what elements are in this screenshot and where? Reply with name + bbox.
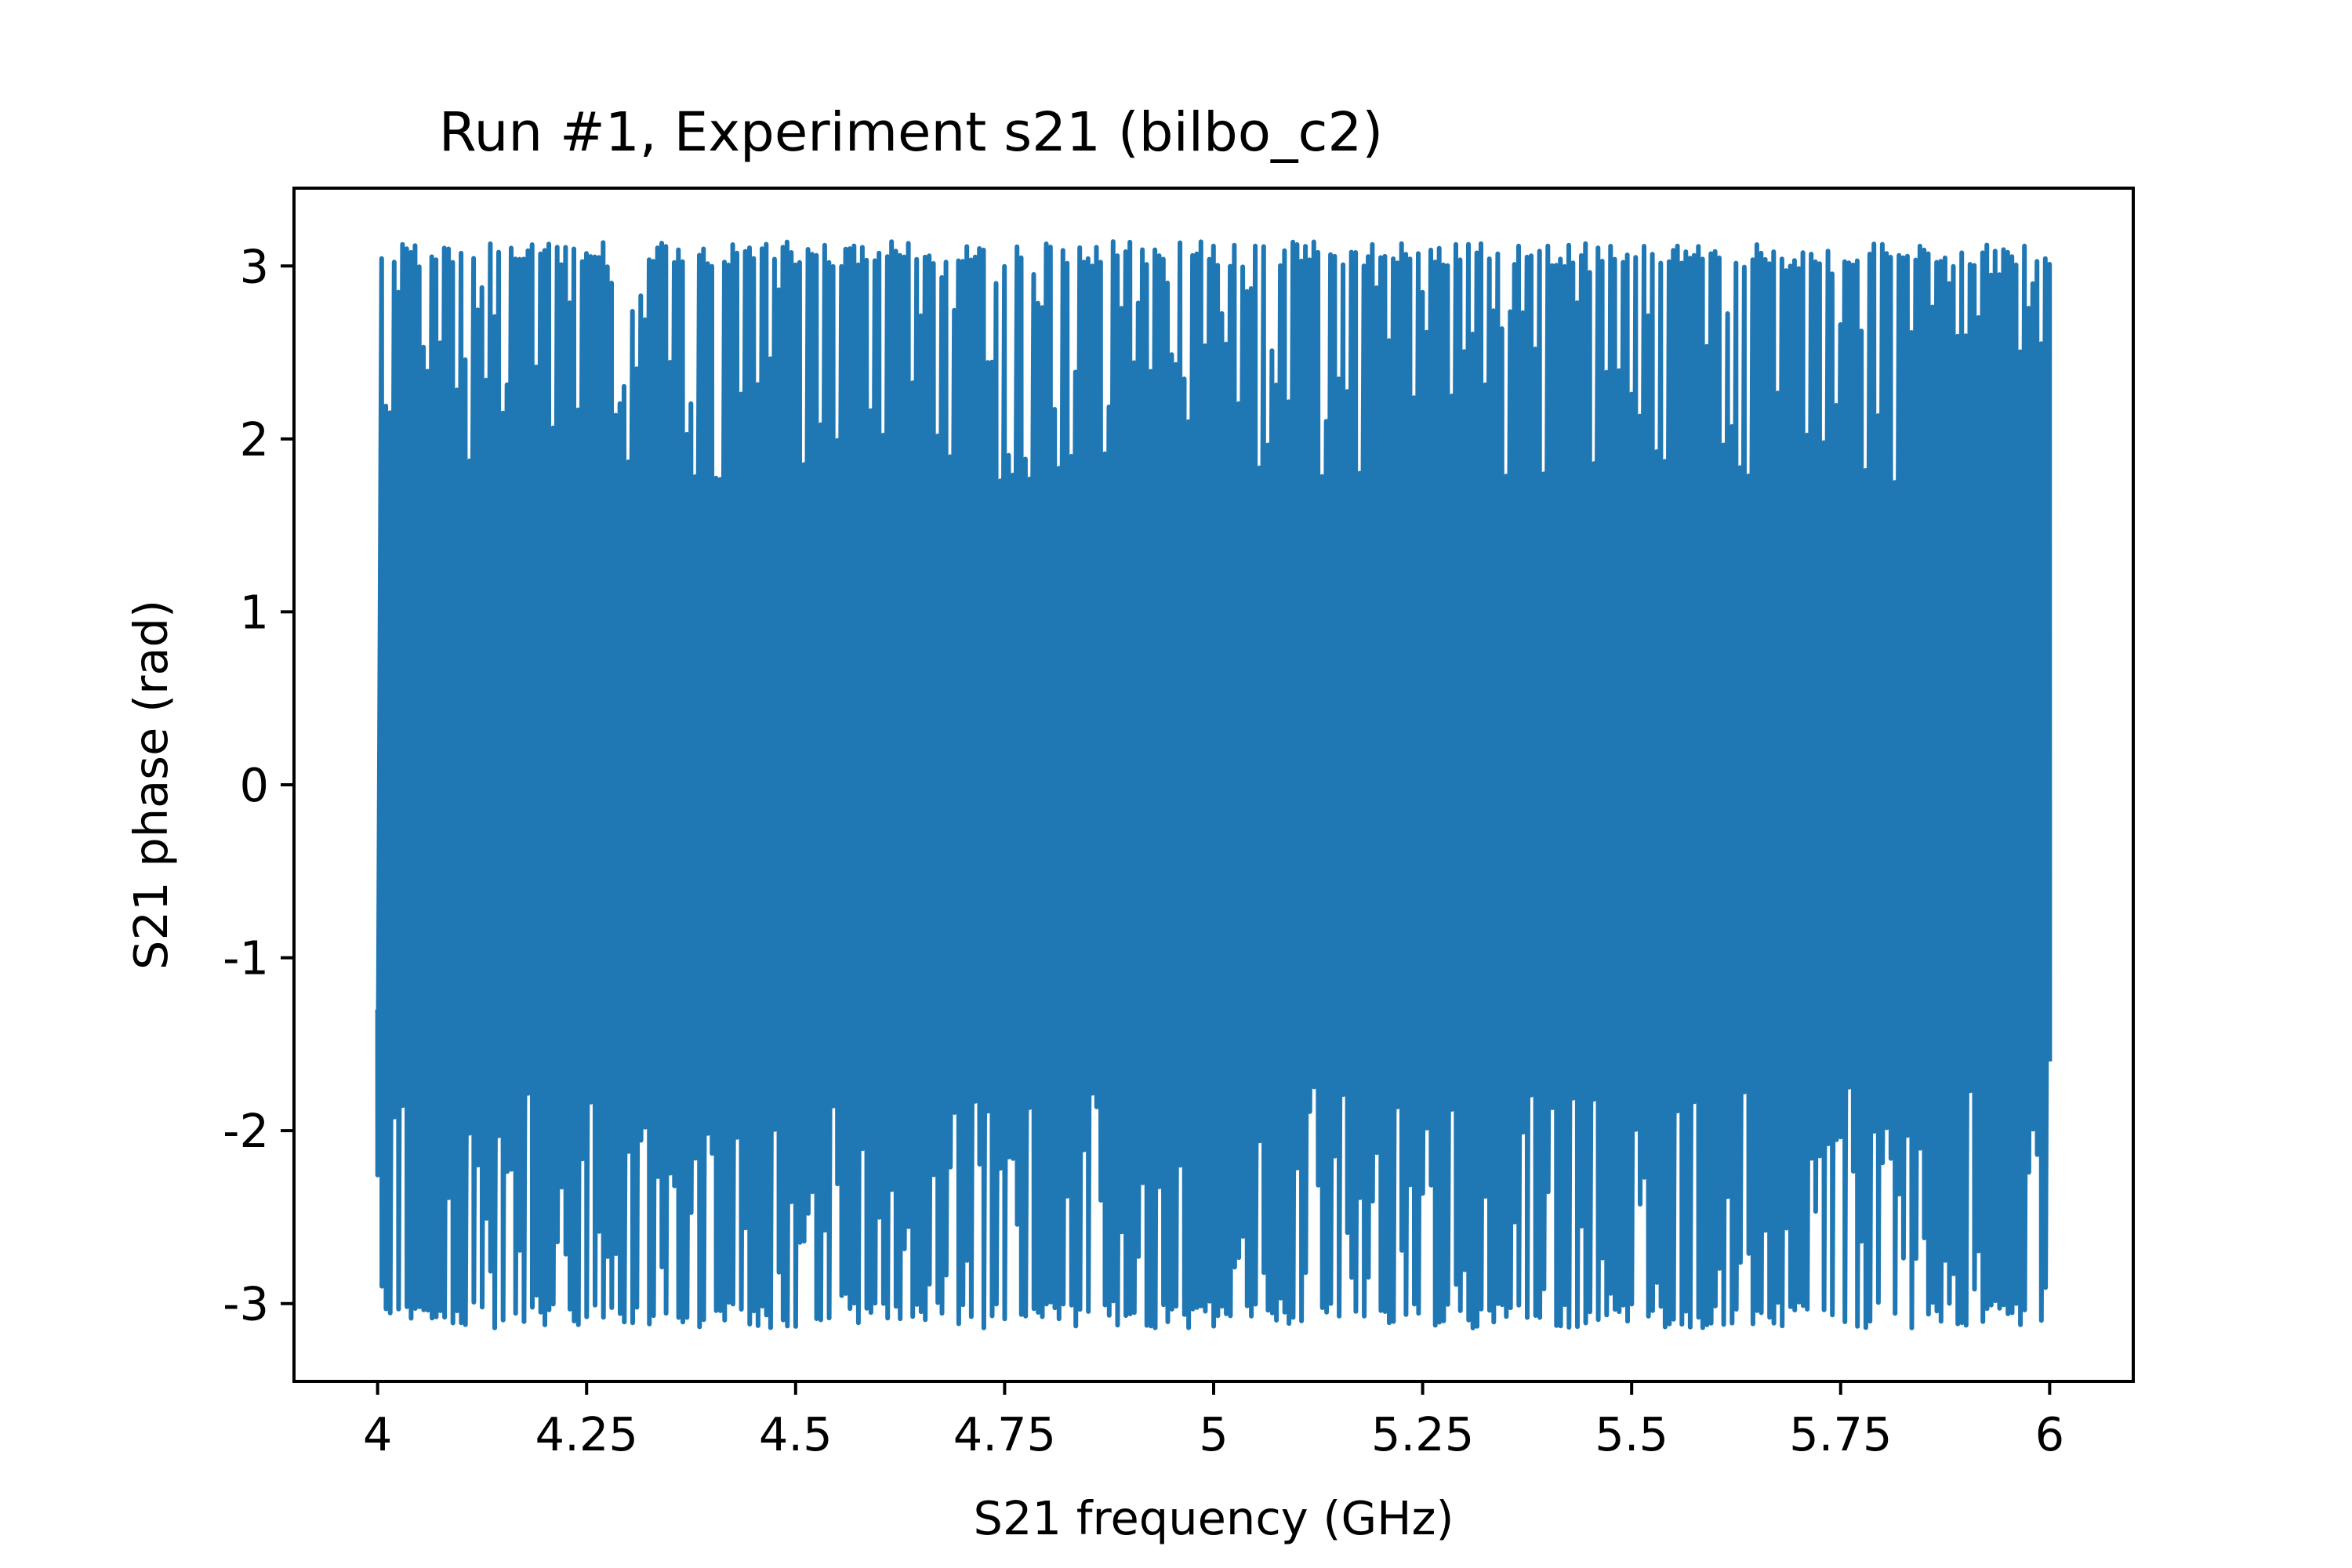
y-tick-label: 1 — [239, 585, 269, 639]
x-tick-label: 4 — [363, 1407, 393, 1461]
x-tick-label: 5 — [1199, 1407, 1229, 1461]
x-axis: 4 4.25 4.5 4.75 5 5.25 5.5 5.75 6 — [363, 1381, 2064, 1461]
x-tick-label: 5.75 — [1789, 1407, 1892, 1461]
x-tick-label: 4.5 — [759, 1407, 833, 1461]
y-axis-label: S21 phase (rad) — [124, 600, 178, 970]
y-tick-label: 2 — [239, 412, 269, 466]
x-tick-label: 6 — [2035, 1407, 2065, 1461]
x-axis-label: S21 frequency (GHz) — [973, 1491, 1454, 1545]
series-line — [375, 239, 2053, 1330]
chart-title: Run #1, Experiment s21 (bilbo_c2) — [439, 101, 1383, 164]
plot-area — [375, 239, 2053, 1330]
y-tick-label: 0 — [239, 758, 269, 812]
y-tick-label: -2 — [223, 1104, 269, 1158]
y-tick-label: 3 — [239, 239, 269, 293]
y-tick-label: -1 — [223, 931, 269, 985]
x-tick-label: 4.25 — [535, 1407, 638, 1461]
y-axis: -3 -2 -1 0 1 2 3 — [223, 239, 294, 1331]
y-tick-label: -3 — [223, 1277, 269, 1331]
x-tick-label: 5.25 — [1371, 1407, 1474, 1461]
x-tick-label: 5.5 — [1595, 1407, 1668, 1461]
x-tick-label: 4.75 — [953, 1407, 1056, 1461]
